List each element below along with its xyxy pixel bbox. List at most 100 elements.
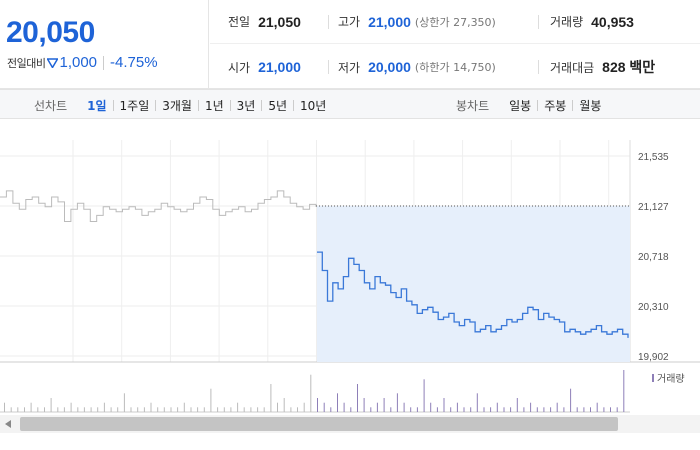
volume-bar [463,407,465,412]
y-axis-ticks: 21,535 21,127 20,718 20,310 19,902 [638,152,669,363]
volume-bar [550,407,552,412]
volume-bar [57,407,59,412]
scroll-left-arrow-icon[interactable] [5,420,11,428]
y-tick-label: 21,535 [638,152,669,163]
period-list: 1일 1주일 3개월 1년 3년 5년 10년 [81,97,332,114]
volume-bar [596,402,598,412]
volume-bar [383,398,385,412]
volume-bar [90,407,92,412]
period-tab-4[interactable]: 3년 [236,98,256,113]
volume-bar [203,407,205,412]
volume-bar [443,398,445,412]
volume-bar [270,384,272,412]
low-label: 저가 [338,60,361,75]
info-divider [328,15,329,29]
volume-bar [197,407,199,412]
volume-bar [157,407,159,412]
volume-bar [357,384,358,412]
volume-bar [37,407,39,412]
high-price: 고가 21,000 (상한가 27,350) [338,13,496,30]
toolbar-divider [572,99,574,111]
prev-close-value: 21,050 [258,13,301,30]
volume-bar [416,407,418,412]
period-tab-2[interactable]: 3개월 [162,98,192,113]
volume-bar [490,407,492,412]
volume-bar [536,407,538,412]
open-price: 시가 21,000 [228,59,301,76]
change-divider [103,55,105,70]
period-tab-3[interactable]: 1년 [204,98,224,113]
volume-bar [210,388,212,412]
volume-bar [403,402,405,412]
y-tick-label: 19,902 [638,352,669,363]
y-tick-label: 21,127 [638,202,669,213]
volume-bar [110,407,112,412]
volume-bar [483,407,485,412]
period-tab-1[interactable]: 1주일 [119,98,150,113]
volume-bar [430,402,432,412]
info-row-1: 전일 21,050 고가 21,000 (상한가 27,350) 거래량 40,… [210,0,700,44]
volume-bar [150,402,152,412]
series-today-line [317,251,629,338]
volume-bar [230,407,232,412]
volume-bar [257,407,259,412]
volume-bar [303,402,305,412]
volume-bar [137,407,139,412]
open-label: 시가 [228,60,251,75]
info-row-2: 시가 21,000 저가 20,000 (하한가 14,750) 거래대금 82… [210,45,700,89]
current-price: 20,050 [6,16,95,49]
candle-tab-2[interactable]: 월봉 [579,98,602,113]
volume-bar [476,393,478,412]
volume-bar [350,407,352,412]
volume-bar [170,407,172,412]
candle-tab-1[interactable]: 주봉 [544,98,567,113]
chart-toolbar: 선차트 1일 1주일 3개월 1년 3년 5년 10년 봉차트 일봉 주봉 월봉 [0,89,700,119]
volume-bar [17,407,19,412]
toolbar-divider [293,99,295,111]
volume-bar [183,402,185,412]
candle-tab-0[interactable]: 일봉 [509,98,532,113]
volume-bar [223,407,225,412]
lower-limit: (하한가 14,750) [414,61,496,74]
volume-bar [510,407,512,412]
info-divider [538,15,539,29]
toolbar-divider [112,99,114,111]
volume-bar [283,398,285,412]
volume-bar [77,407,79,412]
volume-bars [0,370,630,413]
volume-bar [616,407,618,412]
volume-bar [363,398,365,412]
volume-legend: 거래량 [652,373,685,385]
period-tab-6[interactable]: 10년 [300,98,327,113]
prev-close: 전일 21,050 [228,13,301,30]
period-tab-0[interactable]: 1일 [87,98,107,113]
period-tab-5[interactable]: 5년 [268,98,288,113]
trade-value-label: 거래대금 [550,60,595,75]
volume-bar [330,407,332,412]
scrollbar-thumb[interactable] [20,417,618,431]
candle-chart-label: 봉차트 [456,98,490,113]
volume: 거래량 40,953 [550,13,634,30]
volume-bar [556,402,558,412]
candle-period-list: 일봉 주봉 월봉 [503,97,607,114]
volume-bar [297,407,298,412]
y-tick-label: 20,718 [638,252,669,263]
volume-bar [570,388,572,412]
volume-bar [310,374,312,412]
volume-bar [516,398,518,412]
volume-bar [376,402,378,412]
high-value: 21,000 [368,13,411,30]
series-prev-day-line [0,190,317,222]
volume-bar [623,370,625,412]
toolbar-divider [155,99,157,111]
volume-value: 40,953 [591,13,634,30]
volume-legend-label: 거래량 [657,373,685,385]
volume-bar [610,407,611,412]
toolbar-divider [537,99,539,111]
volume-bar [563,407,565,412]
volume-bar [217,407,219,412]
volume-bar [323,402,325,412]
info-divider [538,60,539,74]
volume-bar [97,407,99,412]
info-divider [328,60,329,74]
